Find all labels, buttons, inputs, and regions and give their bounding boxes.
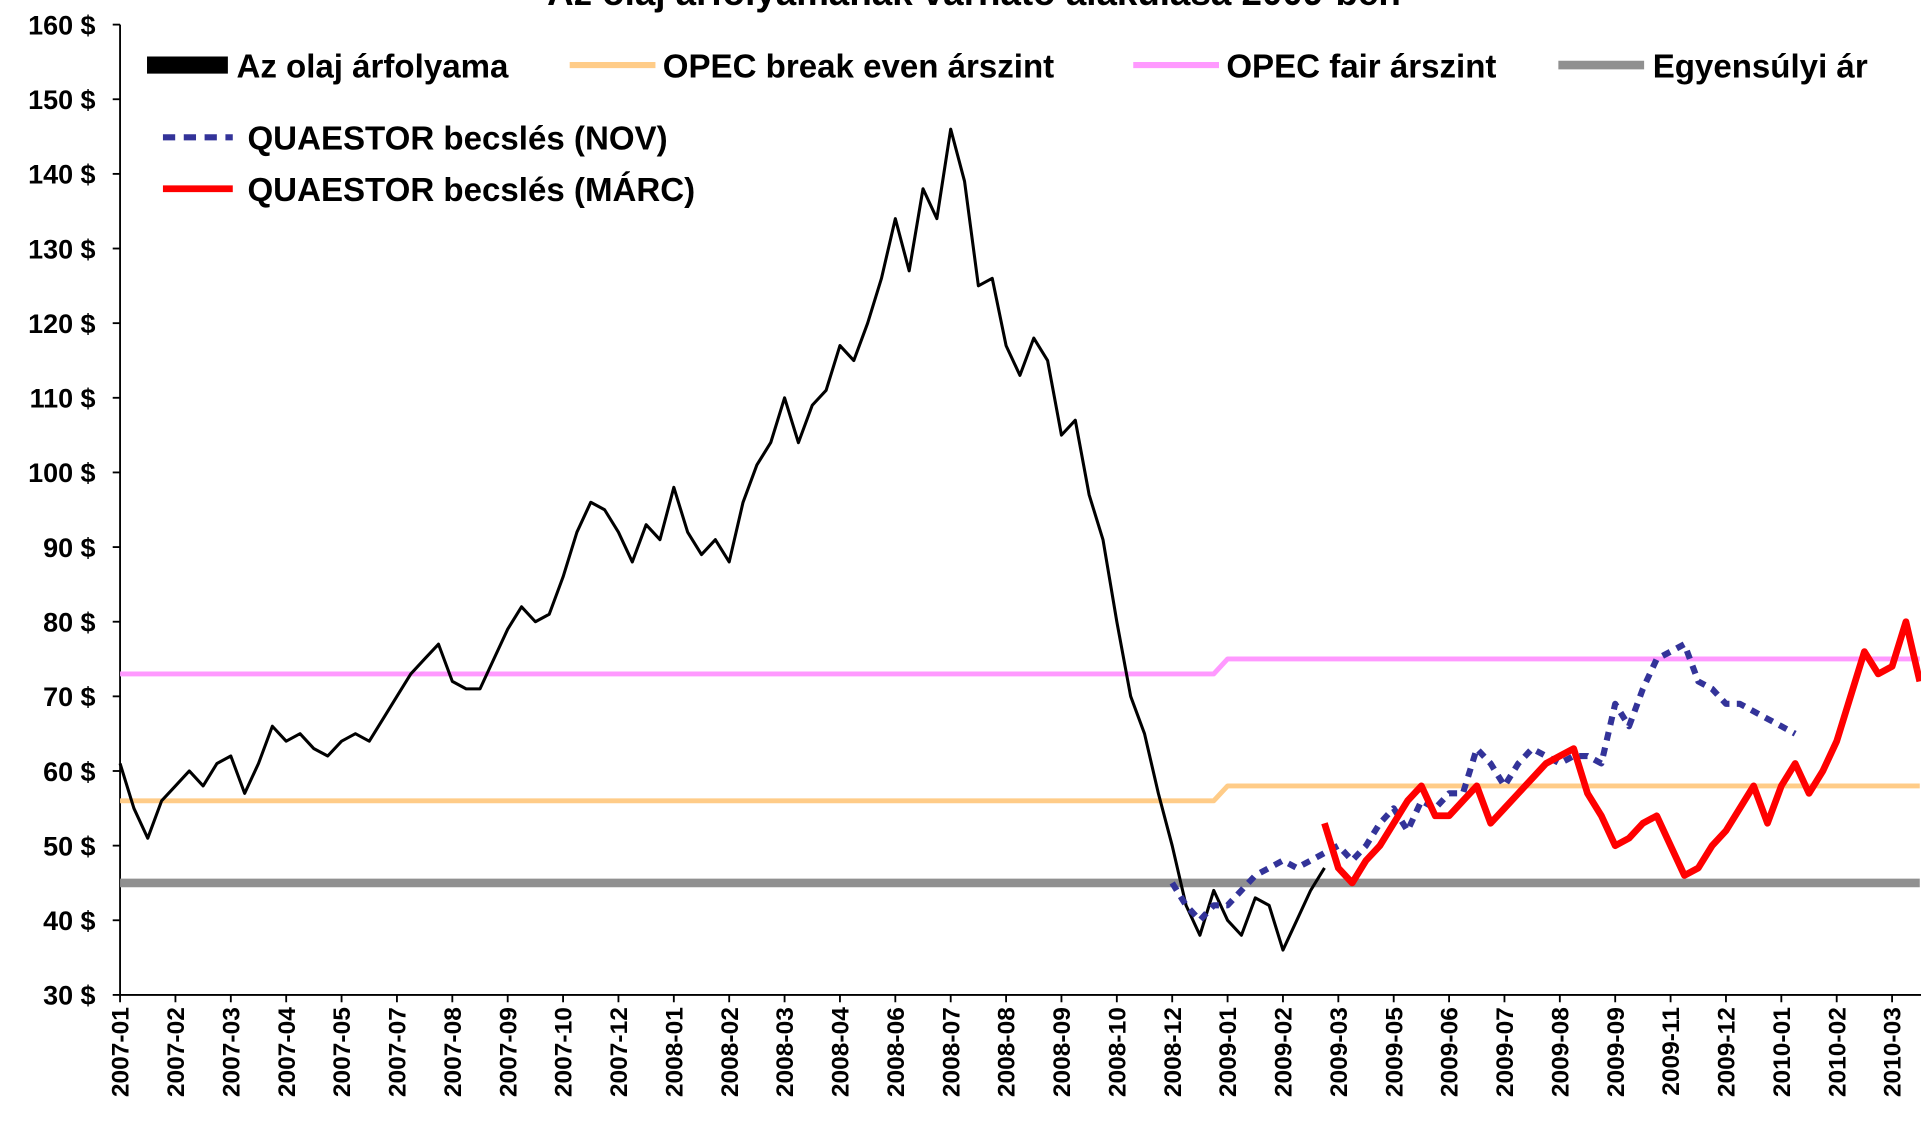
legend-label: OPEC break even árszint (663, 48, 1054, 85)
y-tick-label: 110 $ (30, 384, 96, 414)
x-tick-label: 2009-11 (1658, 1007, 1685, 1096)
series-line (118, 127, 1326, 952)
x-tick-label: 2008-12 (1160, 1007, 1187, 1097)
legend-item: Az olaj árfolyama (147, 48, 509, 85)
x-tick-label: 2008-02 (717, 1007, 744, 1097)
x-tick-label: 2007-04 (274, 1007, 301, 1097)
legend-label: QUAESTOR becslés (NOV) (247, 121, 667, 158)
y-tick-label: 160 $ (28, 10, 95, 40)
x-tick-label: 2007-07 (385, 1007, 412, 1097)
x-tick-label: 2009-01 (1215, 1007, 1242, 1097)
x-tick-label: 2009-12 (1714, 1007, 1741, 1097)
x-tick-label: 2009-09 (1603, 1007, 1630, 1097)
x-tick-label: 2007-01 (108, 1007, 135, 1097)
x-tick-label: 2008-01 (661, 1007, 688, 1097)
x-tick-label: 2010-01 (1769, 1007, 1796, 1097)
x-tick-label: 2010-02 (1824, 1007, 1851, 1097)
x-tick-label: 2008-08 (994, 1007, 1021, 1097)
series-line (1321, 618, 1921, 887)
x-tick-label: 2007-02 (163, 1007, 190, 1097)
x-tick-label: 2009-08 (1547, 1007, 1574, 1097)
y-tick-label: 70 $ (43, 682, 95, 712)
y-tick-label: 140 $ (28, 160, 95, 190)
legend-label: OPEC fair árszint (1226, 48, 1496, 85)
legend-label: QUAESTOR becslés (MÁRC) (247, 171, 695, 209)
x-tick-label: 2007-05 (329, 1007, 356, 1097)
y-tick-label: 120 $ (28, 309, 95, 339)
x-tick-label: 2008-03 (772, 1007, 799, 1097)
x-tick-label: 2008-06 (883, 1007, 910, 1097)
x-tick-label: 2009-07 (1492, 1007, 1519, 1097)
legend-label: Az olaj árfolyama (236, 48, 509, 85)
y-tick-label: 150 $ (28, 85, 95, 115)
x-tick-label: 2007-09 (495, 1007, 522, 1097)
x-tick-label: 2009-05 (1381, 1007, 1408, 1097)
legend-item: Egyensúlyi ár (1558, 48, 1868, 85)
x-tick-label: 2008-04 (828, 1007, 855, 1097)
series-line (120, 656, 1920, 677)
y-tick-label: 40 $ (43, 906, 95, 936)
legend-item: OPEC break even árszint (569, 48, 1054, 85)
x-tick-label: 2009-02 (1271, 1007, 1298, 1097)
x-tick-label: 2010-03 (1880, 1007, 1907, 1097)
y-tick-label: 30 $ (43, 981, 95, 1011)
y-tick-label: 80 $ (43, 608, 95, 638)
y-tick-label: 130 $ (28, 234, 95, 264)
x-tick-label: 2007-08 (440, 1007, 467, 1097)
series-line (1169, 641, 1797, 924)
x-tick-label: 2007-12 (606, 1007, 633, 1097)
legend-item: QUAESTOR becslés (MÁRC) (162, 171, 695, 209)
y-tick-label: 60 $ (43, 757, 95, 787)
x-tick-label: 2008-10 (1104, 1007, 1131, 1097)
x-tick-label: 2009-03 (1326, 1007, 1353, 1097)
x-tick-label: 2007-10 (551, 1007, 578, 1097)
legend-item: OPEC fair árszint (1133, 48, 1496, 85)
series-line (120, 783, 1920, 804)
x-tick-label: 2008-07 (938, 1007, 965, 1097)
y-tick-label: 50 $ (43, 831, 95, 861)
chart-title: Az olaj árfolyamának várható alakulása 2… (547, 0, 1401, 13)
legend-label: Egyensúlyi ár (1653, 48, 1868, 85)
x-tick-label: 2007-03 (218, 1007, 245, 1097)
x-tick-label: 2009-06 (1437, 1007, 1464, 1097)
y-tick-label: 100 $ (28, 458, 95, 488)
legend-item: QUAESTOR becslés (NOV) (162, 121, 668, 158)
y-tick-label: 90 $ (43, 533, 95, 563)
x-tick-label: 2008-09 (1049, 1007, 1076, 1097)
